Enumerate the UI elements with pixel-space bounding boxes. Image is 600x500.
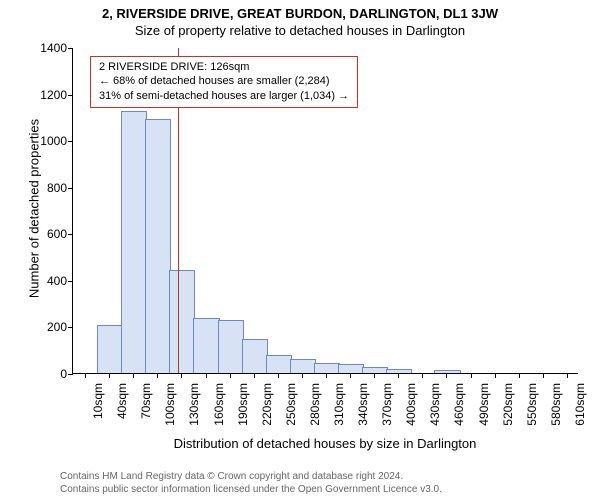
annotation-box: 2 RIVERSIDE DRIVE: 126sqm ← 68% of detac… xyxy=(90,56,358,108)
x-tick-mark xyxy=(85,373,86,378)
footer: Contains HM Land Registry data © Crown c… xyxy=(60,471,442,496)
x-tick-label: 130sqm xyxy=(187,383,201,433)
y-tick-label: 400 xyxy=(47,274,73,288)
x-tick-mark xyxy=(495,373,496,378)
x-tick-label: 580sqm xyxy=(549,383,563,433)
page-subtitle: Size of property relative to detached ho… xyxy=(0,21,600,38)
y-axis-title: Number of detached properties xyxy=(27,46,42,372)
x-tick-label: 370sqm xyxy=(380,383,394,433)
x-tick-mark xyxy=(471,373,472,378)
y-tick-label: 800 xyxy=(47,181,73,195)
histogram-bar xyxy=(169,270,195,373)
annotation-line: ← 68% of detached houses are smaller (2,… xyxy=(99,74,349,88)
page-title: 2, RIVERSIDE DRIVE, GREAT BURDON, DARLIN… xyxy=(0,0,600,21)
x-tick-label: 280sqm xyxy=(308,383,322,433)
x-tick-label: 220sqm xyxy=(260,383,274,433)
x-tick-label: 550sqm xyxy=(525,383,539,433)
histogram-bar xyxy=(266,355,292,373)
x-tick-mark xyxy=(133,373,134,378)
x-tick-label: 460sqm xyxy=(452,383,466,433)
x-tick-mark xyxy=(254,373,255,378)
x-tick-mark xyxy=(446,373,447,378)
histogram-bar xyxy=(290,359,316,373)
footer-line: Contains public sector information licen… xyxy=(60,484,442,497)
x-tick-mark xyxy=(350,373,351,378)
y-tick-label: 1000 xyxy=(40,134,73,148)
histogram-bar xyxy=(121,111,147,373)
y-tick-label: 200 xyxy=(47,320,73,334)
x-tick-label: 490sqm xyxy=(477,383,491,433)
histogram-bar xyxy=(193,318,219,373)
x-tick-mark xyxy=(181,373,182,378)
x-tick-mark xyxy=(519,373,520,378)
histogram-bar xyxy=(434,370,460,373)
x-tick-mark xyxy=(422,373,423,378)
histogram-bar xyxy=(362,367,388,373)
histogram-bar xyxy=(386,369,412,373)
x-tick-mark xyxy=(157,373,158,378)
y-tick-label: 600 xyxy=(47,227,73,241)
x-tick-label: 250sqm xyxy=(284,383,298,433)
annotation-line: 2 RIVERSIDE DRIVE: 126sqm xyxy=(99,60,349,74)
x-tick-mark xyxy=(206,373,207,378)
x-tick-mark xyxy=(543,373,544,378)
x-tick-label: 160sqm xyxy=(212,383,226,433)
x-tick-label: 610sqm xyxy=(573,383,587,433)
x-tick-mark xyxy=(374,373,375,378)
x-tick-mark xyxy=(109,373,110,378)
footer-line: Contains HM Land Registry data © Crown c… xyxy=(60,471,442,484)
x-tick-label: 430sqm xyxy=(428,383,442,433)
x-tick-label: 340sqm xyxy=(356,383,370,433)
x-tick-label: 310sqm xyxy=(332,383,346,433)
histogram-bar xyxy=(338,364,364,373)
x-tick-mark xyxy=(230,373,231,378)
x-tick-mark xyxy=(326,373,327,378)
y-tick-label: 0 xyxy=(60,367,73,381)
x-tick-label: 70sqm xyxy=(139,383,153,433)
x-tick-mark xyxy=(278,373,279,378)
x-axis-title: Distribution of detached houses by size … xyxy=(72,436,578,451)
x-tick-label: 100sqm xyxy=(163,383,177,433)
x-tick-label: 40sqm xyxy=(115,383,129,433)
x-tick-mark xyxy=(398,373,399,378)
x-tick-mark xyxy=(567,373,568,378)
histogram-bar xyxy=(314,363,340,373)
x-tick-label: 10sqm xyxy=(91,383,105,433)
x-tick-label: 520sqm xyxy=(501,383,515,433)
histogram-bar xyxy=(242,339,268,373)
x-tick-label: 400sqm xyxy=(404,383,418,433)
x-tick-mark xyxy=(302,373,303,378)
y-tick-label: 1400 xyxy=(40,41,73,55)
histogram-bar xyxy=(145,119,171,373)
annotation-line: 31% of semi-detached houses are larger (… xyxy=(99,89,349,103)
histogram-bar xyxy=(218,320,244,373)
y-tick-label: 1200 xyxy=(40,88,73,102)
x-tick-label: 190sqm xyxy=(236,383,250,433)
histogram-bar xyxy=(97,325,123,373)
